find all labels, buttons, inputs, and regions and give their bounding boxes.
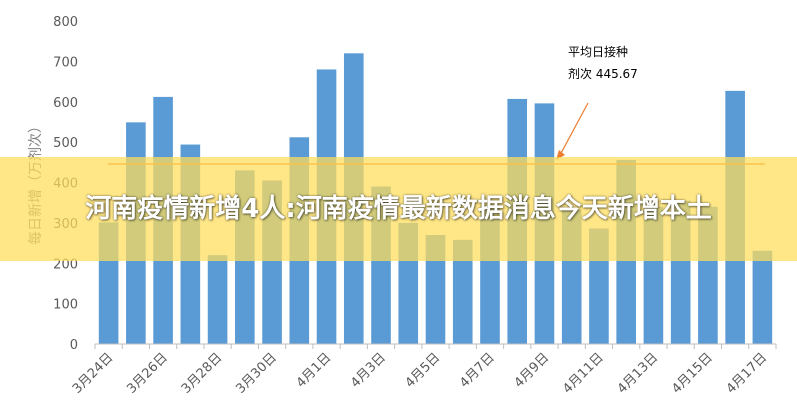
x-tick-label: 4月9日 xyxy=(512,350,553,391)
y-tick-label: 800 xyxy=(53,15,78,30)
x-tick-label: 4月13日 xyxy=(615,350,662,397)
banner-title: 河南疫情新增4人:河南疫情最新数据消息今天新增本土 xyxy=(85,194,712,224)
bar xyxy=(207,255,228,344)
x-tick-label: 4月11日 xyxy=(560,350,607,397)
x-tick-label: 4月5日 xyxy=(403,350,444,391)
x-tick-label: 4月1日 xyxy=(294,350,335,391)
x-tick-label: 4月15日 xyxy=(669,350,716,397)
annotation-arrow-line xyxy=(559,102,589,156)
bar xyxy=(752,250,773,344)
bar xyxy=(452,239,473,344)
annotation-arrow xyxy=(556,102,589,161)
y-tick-label: 100 xyxy=(53,298,78,313)
y-tick-label: 500 xyxy=(53,136,78,151)
x-tick-label: 3月30日 xyxy=(233,350,280,397)
y-tick-label: 200 xyxy=(53,257,78,272)
y-tick-label: 600 xyxy=(53,96,78,111)
x-tick-label: 3月28日 xyxy=(179,350,226,397)
x-tick-label: 4月17日 xyxy=(724,350,771,397)
x-tick-label: 3月26日 xyxy=(124,350,171,397)
x-tick-label: 4月7日 xyxy=(457,350,498,391)
y-tick-label: 700 xyxy=(53,55,78,70)
y-tick-label: 0 xyxy=(70,338,78,353)
x-tick-label: 3月24日 xyxy=(70,350,117,397)
bar xyxy=(425,234,446,344)
x-tick-label: 4月3日 xyxy=(348,350,389,391)
headline-banner: 河南疫情新增4人:河南疫情最新数据消息今天新增本土 xyxy=(0,157,797,261)
annotation-line1: 平均日接种 xyxy=(568,44,628,59)
annotation-line2: 剂次 445.67 xyxy=(568,66,638,81)
